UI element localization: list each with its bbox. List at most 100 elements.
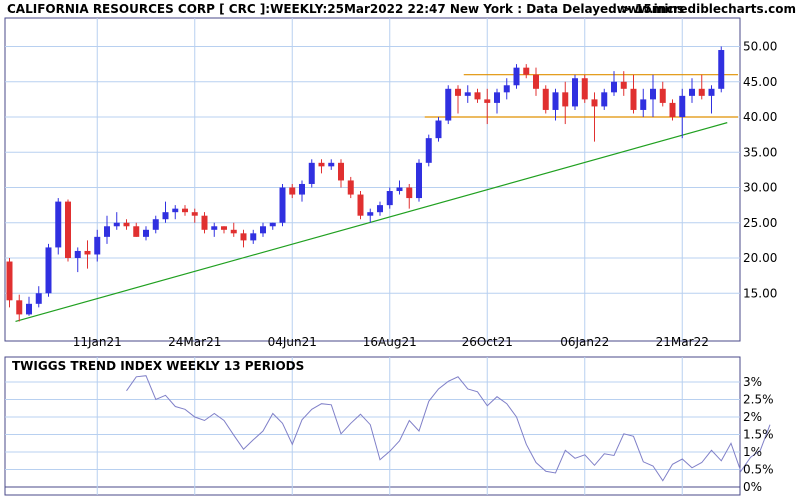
- price-y-tick-label: 50.00: [743, 40, 777, 54]
- candle-body: [191, 212, 198, 216]
- candle-body: [65, 201, 71, 258]
- price-y-tick-label: 15.00: [743, 286, 777, 300]
- candle-body: [201, 215, 208, 230]
- candle-body: [679, 95, 686, 117]
- indicator-title: TWIGGS TREND INDEX WEEKLY 13 PERIODS: [12, 359, 304, 373]
- candle-body: [718, 50, 725, 89]
- indicator-y-tick-label: 1%: [743, 445, 762, 459]
- price-y-tick-label: 20.00: [743, 251, 777, 265]
- candle-body: [162, 212, 169, 220]
- candle-body: [689, 88, 695, 96]
- price-x-tick-label: 04Jun21: [268, 335, 317, 349]
- candle-body: [250, 233, 257, 241]
- candle-body: [289, 187, 296, 195]
- candle-body: [279, 187, 286, 223]
- candle-body: [104, 226, 110, 237]
- candle-body: [455, 88, 461, 96]
- trend-line: [15, 122, 728, 323]
- candle-body: [669, 102, 676, 117]
- candle-body: [533, 74, 539, 89]
- price-y-tick-label: 30.00: [743, 181, 777, 195]
- candle-body: [650, 88, 656, 100]
- candle-body: [503, 85, 510, 93]
- candle-body: [35, 293, 42, 304]
- candle-body: [377, 205, 383, 213]
- candle-body: [474, 92, 481, 100]
- candles: [6, 46, 725, 322]
- candle-body: [396, 187, 403, 192]
- indicator-gridlines: [5, 357, 740, 495]
- candle-body: [211, 226, 218, 230]
- candle-body: [113, 222, 120, 227]
- candle-body: [347, 180, 354, 195]
- candle-body: [416, 162, 422, 199]
- candle-body: [55, 201, 62, 248]
- trend-line-layer: [15, 122, 728, 323]
- candle-body: [435, 120, 442, 139]
- indicator-y-tick-label: 1.5%: [743, 428, 774, 442]
- price-y-axis: 15.00 20.00 25.00 30.00 35.00 40.00 45.00 50.00: [743, 40, 777, 301]
- indicator-y-tick-label: 0%: [743, 480, 762, 494]
- price-panel: [4, 17, 741, 342]
- candle-body: [367, 212, 374, 216]
- indicator-y-tick-label: 2.5%: [743, 393, 774, 407]
- price-y-tick-label: 40.00: [743, 110, 777, 124]
- candle-body: [45, 247, 52, 294]
- candle-body: [299, 183, 305, 195]
- candle-body: [338, 162, 344, 181]
- candle-body: [523, 67, 530, 75]
- candle-body: [542, 88, 549, 110]
- candle-body: [94, 236, 101, 255]
- twiggs-trend-line: [126, 375, 771, 482]
- price-y-tick-label: 45.00: [743, 75, 777, 89]
- indicator-y-tick-label: 0.5%: [743, 463, 774, 477]
- indicator-panel: [4, 356, 741, 496]
- candle-body: [16, 300, 23, 315]
- candle-body: [133, 226, 140, 237]
- candle-body: [123, 222, 130, 227]
- candle-body: [620, 81, 627, 89]
- price-x-tick-label: 24Mar21: [168, 335, 221, 349]
- candle-body: [406, 187, 413, 199]
- candle-body: [630, 88, 637, 110]
- price-x-tick-label: 21Mar22: [656, 335, 709, 349]
- indicator-y-tick-label: 3%: [743, 375, 762, 389]
- candle-body: [591, 99, 598, 107]
- candle-body: [260, 226, 266, 234]
- site-label: www.incrediblecharts.com: [617, 2, 796, 16]
- candle-body: [562, 92, 569, 107]
- candle-body: [464, 92, 471, 96]
- price-x-axis: 11Jan21 24Mar21 04Jun21 16Aug21 26Oct21 06Jan…: [73, 335, 709, 349]
- candle-body: [552, 92, 559, 110]
- price-y-tick-label: 25.00: [743, 216, 777, 230]
- candle-body: [698, 88, 705, 96]
- price-x-tick-label: 16Aug21: [363, 335, 417, 349]
- candle-body: [572, 78, 578, 107]
- candle-body: [357, 194, 364, 216]
- candle-body: [152, 219, 159, 230]
- candle-body: [513, 67, 520, 86]
- candle-body: [84, 250, 91, 255]
- indicator-y-axis: 3% 2.5% 2% 1.5% 1% 0.5% 0%: [743, 375, 774, 494]
- candle-body: [230, 229, 237, 234]
- candle-body: [484, 99, 491, 103]
- candle-body: [269, 222, 276, 227]
- price-y-tick-label: 35.00: [743, 145, 777, 159]
- candle-body: [425, 138, 432, 163]
- candle-body: [74, 250, 81, 258]
- candle-body: [308, 162, 315, 184]
- candle-body: [659, 88, 666, 103]
- indicator-line-layer: [126, 375, 771, 482]
- indicator-y-tick-label: 2%: [743, 410, 762, 424]
- price-x-tick-label: 11Jan21: [73, 335, 122, 349]
- candle-body: [581, 78, 588, 100]
- candle-body: [328, 162, 335, 167]
- candle-body: [640, 99, 647, 110]
- candle-body: [182, 208, 188, 213]
- candle-body: [708, 88, 715, 96]
- candle-body: [601, 92, 608, 107]
- candle-body: [611, 81, 617, 93]
- candle-body: [386, 191, 393, 206]
- candle-body: [494, 92, 500, 103]
